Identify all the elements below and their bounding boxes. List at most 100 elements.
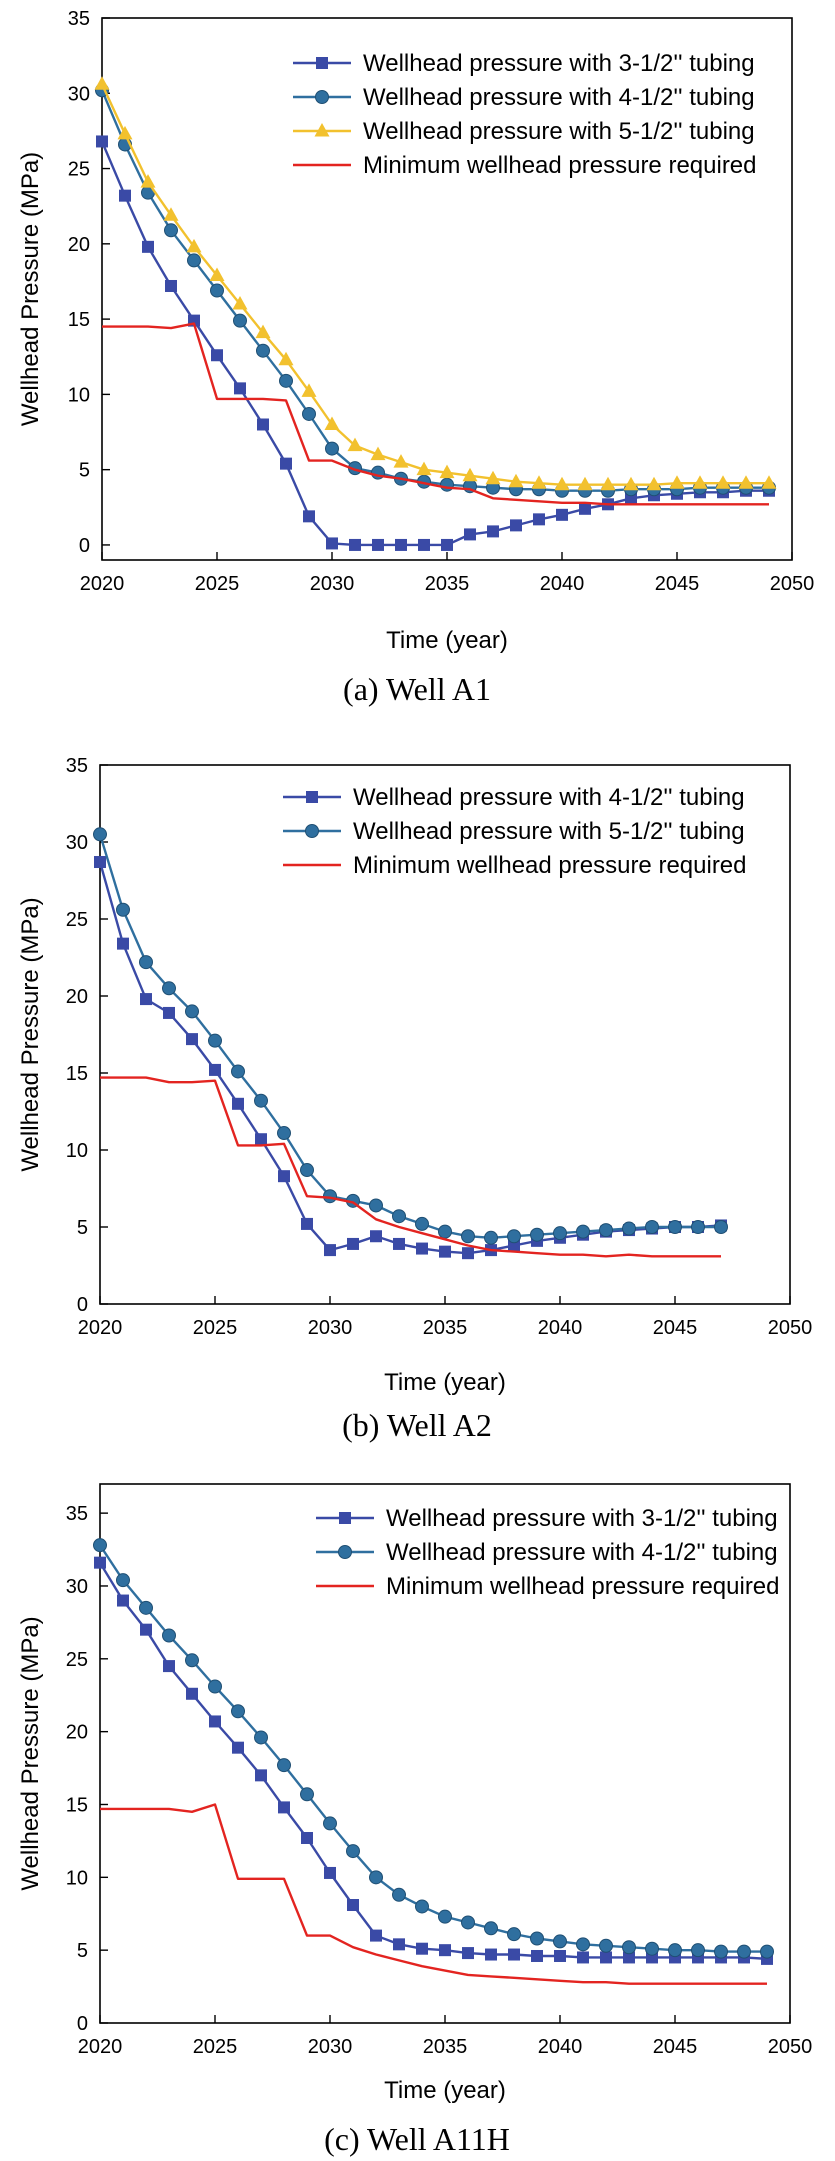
data-point-c-1 (324, 1866, 336, 1879)
legend-marker-a (314, 123, 330, 137)
y-tick-label-c: 30 (66, 1576, 88, 1598)
x-tick-label-b: 2025 (193, 1317, 238, 1339)
x-tick-label-b: 2030 (308, 1317, 353, 1339)
data-point-c-2 (507, 1927, 521, 1942)
data-point-c-1 (439, 1944, 451, 1957)
y-tick-label-b: 25 (66, 909, 88, 931)
data-point-a-1 (579, 502, 591, 515)
legend-marker-a (315, 90, 329, 104)
data-point-c-2 (300, 1787, 314, 1802)
data-point-c-1 (462, 1947, 474, 1960)
panel-caption-b: (b) Well A2 (342, 1407, 492, 1443)
data-point-c-2 (208, 1679, 222, 1694)
data-point-a-3 (301, 383, 317, 397)
y-axis-title-a: Wellhead Pressure (MPa) (17, 152, 44, 426)
x-tick-label-b: 2050 (768, 1317, 813, 1339)
y-tick-label-c: 0 (77, 2013, 88, 2035)
legend-label-b: Wellhead pressure with 5-1/2'' tubing (353, 818, 745, 845)
x-tick-label-a: 2030 (310, 573, 355, 595)
data-point-c-1 (531, 1949, 543, 1962)
x-tick-label-a: 2040 (540, 573, 585, 595)
data-point-a-1 (349, 538, 361, 551)
y-tick-label-a: 30 (68, 83, 90, 105)
data-point-a-3 (439, 464, 455, 479)
data-point-a-2 (440, 477, 454, 492)
data-point-c-1 (393, 1938, 405, 1951)
data-point-c-1 (347, 1899, 359, 1912)
data-point-b-1 (301, 1217, 313, 1230)
data-point-c-1 (301, 1831, 313, 1844)
x-tick-label-a: 2050 (770, 573, 815, 595)
y-tick-label-b: 20 (66, 986, 88, 1008)
x-axis-title-c: Time (year) (384, 2077, 506, 2104)
y-tick-label-c: 10 (66, 1867, 88, 1889)
y-tick-label-a: 25 (68, 159, 90, 181)
x-tick-label-c: 2045 (653, 2036, 698, 2058)
data-point-a-3 (554, 476, 570, 491)
y-axis-title-c: Wellhead Pressure (MPa) (17, 1616, 44, 1890)
x-tick-label-b: 2020 (78, 1317, 123, 1339)
data-point-c-1 (554, 1949, 566, 1962)
data-point-b-2 (323, 1189, 337, 1204)
data-point-a-3 (324, 416, 340, 430)
chart-panel-b: 2020 2025 2030 2035 2040 2045 2050051015202530… (17, 755, 813, 1443)
data-point-b-2 (139, 955, 153, 970)
data-point-a-3 (232, 296, 248, 310)
data-point-a-3 (623, 476, 639, 491)
data-point-a-3 (209, 267, 225, 281)
y-tick-label-a: 5 (79, 460, 90, 482)
data-point-c-2 (93, 1538, 107, 1553)
series-a-4 (102, 322, 769, 506)
series-b-1 (94, 856, 727, 1260)
x-tick-label-b: 2035 (423, 1317, 468, 1339)
data-point-a-1 (96, 135, 108, 148)
data-point-b-1 (140, 993, 152, 1006)
x-tick-label-c: 2040 (538, 2036, 583, 2058)
data-point-b-1 (347, 1237, 359, 1250)
x-axis-title-a: Time (year) (386, 627, 508, 654)
x-axis-title-b: Time (year) (384, 1369, 506, 1396)
data-point-a-1 (418, 538, 430, 551)
data-point-a-3 (485, 470, 501, 485)
x-tick-label-c: 2030 (308, 2036, 353, 2058)
data-point-b-2 (484, 1230, 498, 1245)
data-point-c-1 (117, 1594, 129, 1607)
data-point-a-3 (94, 76, 110, 90)
data-point-a-3 (692, 475, 708, 489)
data-point-b-2 (162, 981, 176, 996)
data-point-b-2 (553, 1226, 567, 1241)
x-tick-label-c: 2020 (78, 2036, 123, 2058)
data-point-b-2 (668, 1220, 682, 1234)
legend-marker-a (316, 57, 328, 69)
series-line-a-4 (102, 322, 769, 506)
data-point-b-1 (117, 937, 129, 950)
series-a-3 (94, 76, 777, 491)
data-point-b-1 (163, 1006, 175, 1019)
data-point-a-1 (510, 519, 522, 532)
data-point-c-2 (668, 1943, 682, 1958)
data-point-a-1 (234, 382, 246, 395)
data-point-c-1 (623, 1951, 635, 1964)
plot-frame-b (99, 764, 791, 1305)
legend-label-c: Minimum wellhead pressure required (386, 1573, 780, 1600)
data-point-a-1 (464, 528, 476, 541)
data-point-a-3 (738, 475, 754, 489)
data-point-c-2 (415, 1899, 429, 1914)
series-c-1 (94, 1556, 773, 1965)
data-point-a-3 (715, 475, 731, 489)
data-point-a-3 (577, 476, 593, 491)
data-point-b-1 (324, 1244, 336, 1257)
data-point-a-1 (556, 508, 568, 521)
chart-panel-c: 2020 2025 2030 2035 2040 2045 2050051015202530… (17, 1483, 813, 2157)
y-tick-label-b: 0 (77, 1294, 88, 1316)
data-point-b-2 (208, 1033, 222, 1048)
data-point-c-2 (254, 1730, 268, 1745)
data-point-b-2 (116, 902, 130, 917)
data-point-b-2 (691, 1220, 705, 1234)
data-point-c-2 (737, 1944, 751, 1959)
data-point-a-3 (278, 351, 294, 366)
data-point-b-1 (255, 1133, 267, 1146)
data-point-c-2 (139, 1600, 153, 1615)
data-point-c-2 (346, 1844, 360, 1859)
x-tick-label-c: 2050 (768, 2036, 813, 2058)
